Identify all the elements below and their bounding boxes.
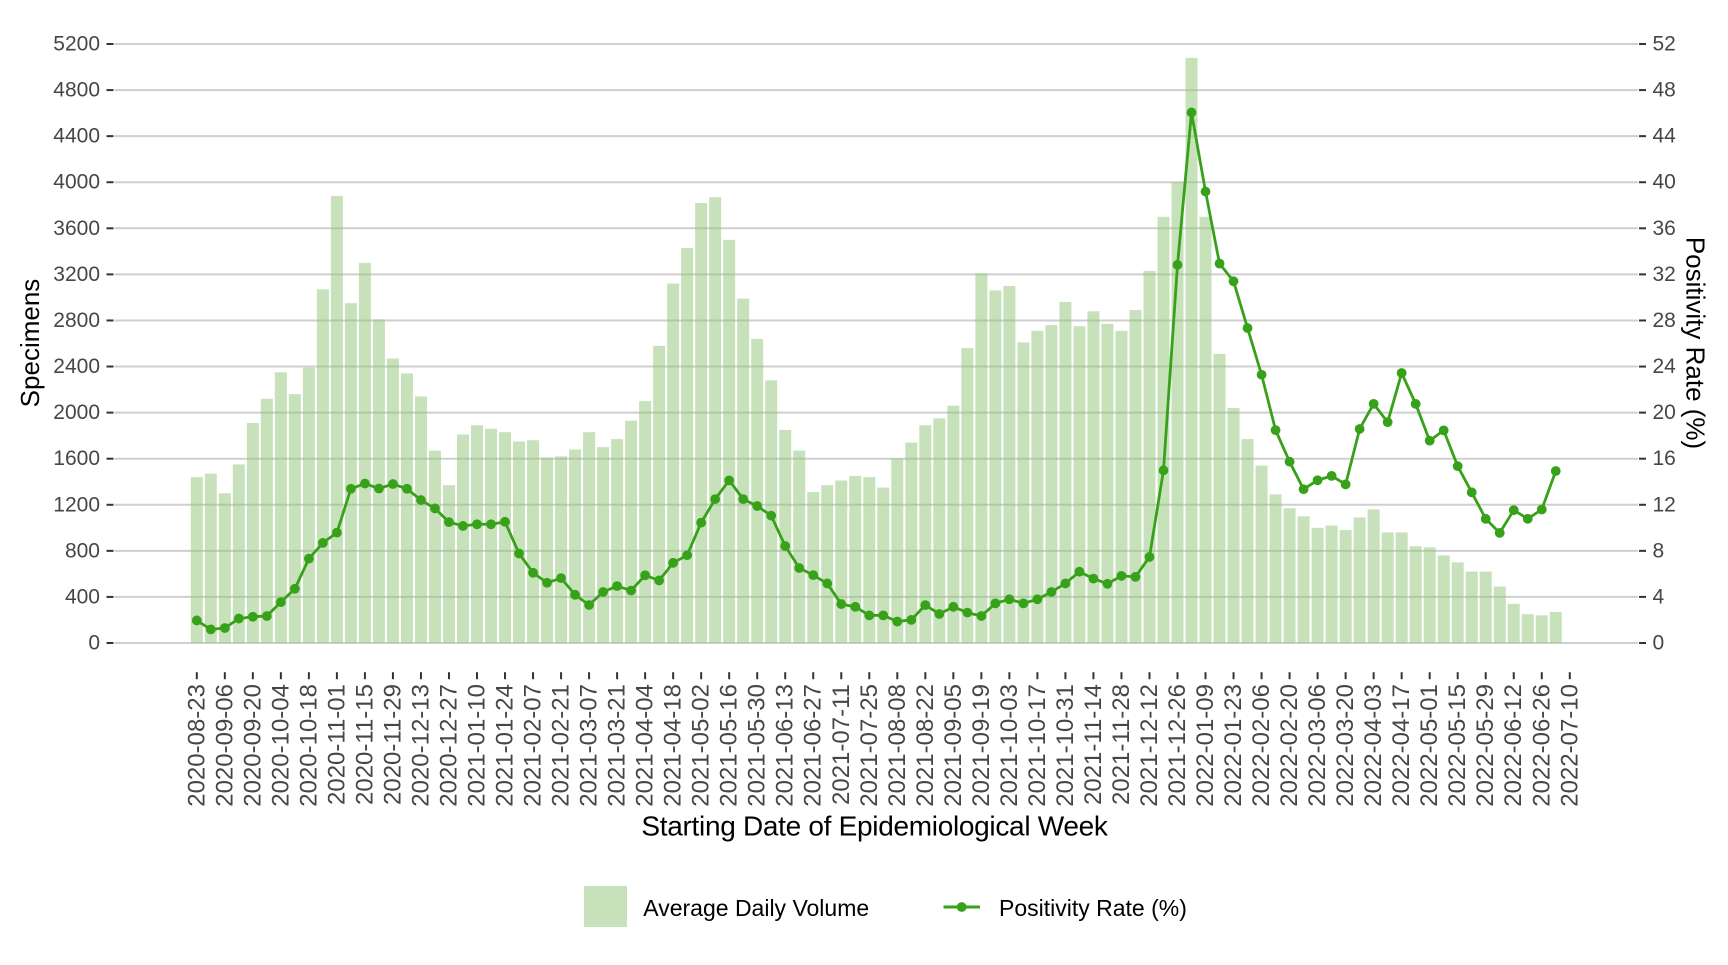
svg-text:2020-09-06: 2020-09-06	[211, 684, 238, 807]
svg-text:20: 20	[1653, 401, 1676, 424]
svg-text:Specimens: Specimens	[15, 279, 45, 408]
svg-text:36: 36	[1653, 217, 1676, 240]
svg-text:2021-01-10: 2021-01-10	[464, 684, 491, 807]
svg-text:48: 48	[1653, 79, 1676, 102]
svg-text:2022-04-03: 2022-04-03	[1360, 684, 1387, 807]
svg-text:3200: 3200	[53, 263, 100, 286]
svg-text:32: 32	[1653, 263, 1676, 286]
svg-text:2021-09-05: 2021-09-05	[940, 684, 967, 807]
svg-text:40: 40	[1653, 171, 1676, 194]
svg-text:2800: 2800	[53, 309, 100, 332]
svg-text:2022-05-29: 2022-05-29	[1472, 684, 1499, 807]
svg-text:2020-11-15: 2020-11-15	[351, 684, 378, 805]
svg-text:2021-04-04: 2021-04-04	[632, 684, 659, 807]
svg-text:2021-12-12: 2021-12-12	[1136, 684, 1163, 807]
svg-text:2021-12-26: 2021-12-26	[1164, 684, 1191, 807]
svg-text:2021-05-02: 2021-05-02	[688, 684, 715, 807]
svg-text:2020-11-01: 2020-11-01	[323, 684, 350, 805]
svg-text:2022-07-10: 2022-07-10	[1556, 684, 1583, 807]
svg-text:Average Daily Volume: Average Daily Volume	[643, 895, 869, 921]
svg-text:2021-05-16: 2021-05-16	[716, 684, 743, 807]
svg-text:2020-08-23: 2020-08-23	[183, 684, 210, 807]
svg-text:Positivity Rate (%): Positivity Rate (%)	[999, 895, 1187, 921]
svg-text:2400: 2400	[53, 355, 100, 378]
svg-text:2021-10-17: 2021-10-17	[1024, 684, 1051, 807]
svg-text:2022-01-23: 2022-01-23	[1220, 684, 1247, 807]
svg-text:1200: 1200	[53, 493, 100, 516]
svg-text:2021-02-07: 2021-02-07	[520, 684, 547, 807]
svg-text:2020-10-18: 2020-10-18	[295, 684, 322, 807]
svg-text:2020-12-27: 2020-12-27	[435, 684, 462, 807]
svg-text:2021-10-31: 2021-10-31	[1052, 684, 1079, 807]
svg-text:2022-02-20: 2022-02-20	[1276, 684, 1303, 807]
svg-text:2021-08-08: 2021-08-08	[884, 684, 911, 807]
svg-text:Positivity Rate (%): Positivity Rate (%)	[1681, 237, 1711, 449]
svg-text:44: 44	[1653, 125, 1677, 148]
svg-text:2021-11-14: 2021-11-14	[1080, 684, 1107, 805]
svg-text:4000: 4000	[53, 171, 100, 194]
svg-text:2021-09-19: 2021-09-19	[968, 684, 995, 807]
svg-text:2021-01-24: 2021-01-24	[492, 684, 519, 807]
svg-text:4800: 4800	[53, 79, 100, 102]
svg-text:0: 0	[1653, 632, 1665, 655]
svg-text:4: 4	[1653, 585, 1665, 608]
svg-text:2022-01-09: 2022-01-09	[1192, 684, 1219, 807]
svg-text:5200: 5200	[53, 33, 100, 56]
svg-text:2022-03-06: 2022-03-06	[1304, 684, 1331, 807]
svg-text:800: 800	[65, 539, 100, 562]
svg-text:16: 16	[1653, 447, 1676, 470]
svg-text:1600: 1600	[53, 447, 100, 470]
svg-text:52: 52	[1653, 33, 1676, 56]
svg-text:2022-03-20: 2022-03-20	[1332, 684, 1359, 807]
svg-text:2021-06-13: 2021-06-13	[772, 684, 799, 807]
svg-text:2021-02-21: 2021-02-21	[548, 684, 575, 807]
svg-text:Starting Date of Epidemiologic: Starting Date of Epidemiological Week	[641, 810, 1108, 841]
svg-text:2022-02-06: 2022-02-06	[1248, 684, 1275, 807]
svg-text:2022-05-15: 2022-05-15	[1444, 684, 1471, 807]
svg-text:8: 8	[1653, 539, 1665, 562]
svg-text:2021-04-18: 2021-04-18	[660, 684, 687, 807]
svg-text:400: 400	[65, 585, 100, 608]
svg-text:24: 24	[1653, 355, 1677, 378]
svg-text:0: 0	[88, 632, 100, 655]
svg-text:2022-06-12: 2022-06-12	[1500, 684, 1527, 807]
svg-text:2021-10-03: 2021-10-03	[996, 684, 1023, 807]
svg-text:12: 12	[1653, 493, 1676, 516]
svg-text:2020-11-29: 2020-11-29	[379, 684, 406, 805]
svg-text:2021-11-28: 2021-11-28	[1108, 684, 1135, 805]
svg-text:2020-12-13: 2020-12-13	[407, 684, 434, 807]
svg-text:2021-05-30: 2021-05-30	[744, 684, 771, 807]
svg-text:2021-07-25: 2021-07-25	[856, 684, 883, 807]
svg-text:3600: 3600	[53, 217, 100, 240]
svg-text:2020-10-04: 2020-10-04	[267, 684, 294, 807]
svg-text:2022-05-01: 2022-05-01	[1416, 684, 1443, 807]
svg-text:2021-03-21: 2021-03-21	[604, 684, 631, 807]
svg-text:2022-04-17: 2022-04-17	[1388, 684, 1415, 807]
svg-text:28: 28	[1653, 309, 1676, 332]
svg-text:2022-06-26: 2022-06-26	[1528, 684, 1555, 807]
svg-text:2020-09-20: 2020-09-20	[239, 684, 266, 807]
svg-text:4400: 4400	[53, 125, 100, 148]
svg-text:2021-03-07: 2021-03-07	[576, 684, 603, 807]
svg-text:2021-06-27: 2021-06-27	[800, 684, 827, 807]
svg-text:2021-08-22: 2021-08-22	[912, 684, 939, 807]
svg-text:2021-07-11: 2021-07-11	[828, 684, 855, 805]
svg-text:2000: 2000	[53, 401, 100, 424]
